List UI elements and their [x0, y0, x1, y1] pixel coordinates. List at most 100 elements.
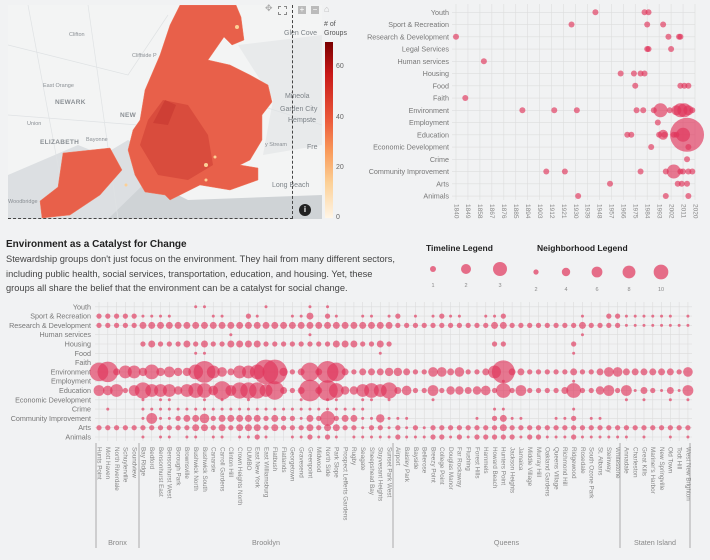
neighborhood-x-label: Seagate [359, 447, 366, 471]
zoom-in-icon[interactable]: + [298, 5, 306, 14]
neighborhood-bubble [218, 414, 226, 422]
neighborhood-bubble [183, 321, 191, 329]
box-select-icon[interactable] [278, 6, 287, 15]
neighborhood-bubble [316, 341, 322, 347]
neighborhood-bubble [350, 414, 358, 422]
neighborhood-bubble [253, 321, 261, 329]
neighborhood-bubble [210, 415, 216, 422]
neighborhood-bubble [271, 414, 279, 422]
neighborhood-bubble [351, 425, 357, 431]
neighborhood-bubble [185, 435, 189, 439]
neighborhood-bubble [475, 416, 479, 420]
timeline-point [673, 131, 680, 138]
neighborhood-bubble [218, 321, 226, 329]
neighborhood-bubble [145, 384, 159, 397]
neighborhood-bubble [122, 313, 128, 319]
neighborhood-bubble [412, 425, 419, 431]
neighborhood-bubble [598, 435, 602, 439]
timeline-point [666, 107, 673, 114]
neighborhood-bubble [563, 435, 567, 439]
neighborhood-y-label: Arts [78, 423, 91, 432]
timeline-y-label: Education [417, 130, 449, 139]
info-icon[interactable]: i [299, 204, 311, 216]
timeline-point [676, 127, 691, 142]
staten-island-hexbins[interactable] [39, 147, 123, 219]
timeline-point [656, 131, 663, 138]
neighborhood-bubble [421, 322, 427, 329]
neighborhood-bubble [113, 368, 121, 376]
neighborhood-bubble [148, 321, 156, 329]
neighborhood-bubble [220, 407, 224, 411]
neighborhood-bubble [238, 407, 242, 411]
neighborhood-bubble [545, 435, 549, 439]
neighborhood-bubble [289, 387, 295, 394]
neighborhood-bubble [395, 313, 401, 319]
neighborhood-bubble [633, 389, 637, 392]
neighborhood-bubble [686, 314, 690, 318]
neighborhood-bubble [553, 387, 559, 394]
timeline-x-tick: 1885 [512, 204, 519, 219]
neighborhood-bubble [289, 369, 295, 375]
timeline-x-tick: 1903 [536, 204, 543, 219]
timeline-point [661, 131, 668, 138]
neighborhood-bubble [361, 398, 365, 402]
neighborhood-bubble [562, 369, 568, 375]
neighborhood-bubble [500, 341, 506, 347]
neighborhood-bubble [598, 416, 602, 420]
neighborhood-bubble [456, 322, 463, 329]
neighborhood-bubble [553, 369, 559, 375]
neighborhood-bubble [299, 314, 303, 318]
neighborhood-bubble [209, 321, 217, 329]
timeline-y-label: Faith [433, 94, 449, 103]
neighborhood-bubble [603, 367, 614, 377]
timeline-y-label: Human services [397, 57, 449, 66]
neighborhood-x-label: Mott Haven [104, 447, 111, 480]
neighborhood-x-label: Hammels [482, 447, 489, 474]
neighborhood-x-label: Hunters Point [500, 447, 507, 485]
neighborhood-bubble [249, 382, 266, 399]
neighborhood-bubble [197, 383, 212, 398]
timeline-point [685, 168, 692, 175]
neighborhood-x-label: Baisley Park [403, 447, 410, 483]
neighborhood-bubble [369, 398, 373, 402]
zoom-out-icon[interactable]: − [311, 5, 319, 14]
neighborhood-bubble [280, 341, 287, 347]
neighborhood-x-label: Jackson Heights [508, 447, 515, 493]
neighborhood-bubble [122, 387, 128, 394]
neighborhood-legend-bubble [533, 269, 539, 275]
neighborhood-x-label: Bellerose [421, 447, 428, 474]
neighborhood-bubble [668, 323, 672, 327]
timeline-point [670, 131, 677, 138]
neighborhood-bubble [668, 398, 672, 402]
neighborhood-bubble [668, 435, 672, 439]
neighborhood-bubble [150, 314, 154, 318]
neighborhood-bubble [315, 321, 323, 329]
section-body: Stewardship groups don't just focus on t… [6, 254, 396, 293]
neighborhood-bubble [194, 435, 198, 439]
neighborhood-x-label: Flushing [465, 447, 472, 471]
hexbin-map[interactable]: Clifton Cliffside P East Orange NEWARK N… [8, 5, 322, 219]
neighborhood-x-label: East Williamsburg [262, 447, 269, 498]
timeline-point [644, 21, 651, 28]
neighborhood-bubble [509, 322, 515, 329]
neighborhood-bubble [225, 385, 237, 396]
pan-icon[interactable]: ✥ [265, 3, 273, 13]
timeline-point [668, 46, 675, 53]
neighborhood-bubble [491, 387, 498, 394]
neighborhood-bubble [493, 314, 497, 318]
timeline-point [551, 107, 558, 114]
neighborhood-y-label: Faith [75, 358, 91, 367]
neighborhood-bubble [141, 407, 145, 411]
neighborhood-bubble [368, 321, 375, 329]
neighborhood-bubble [499, 321, 507, 329]
neighborhood-bubble [455, 386, 464, 395]
neighborhood-bubble [118, 365, 132, 379]
neighborhood-bubble [588, 387, 594, 394]
neighborhood-bubble [324, 424, 332, 432]
neighborhood-bubble [183, 414, 191, 422]
neighborhood-bubble [544, 425, 550, 431]
home-icon[interactable]: ⌂ [324, 4, 330, 14]
neighborhood-x-label: Todt Hill [675, 447, 682, 469]
timeline-point [641, 70, 648, 77]
neighborhood-bubble [317, 380, 338, 401]
